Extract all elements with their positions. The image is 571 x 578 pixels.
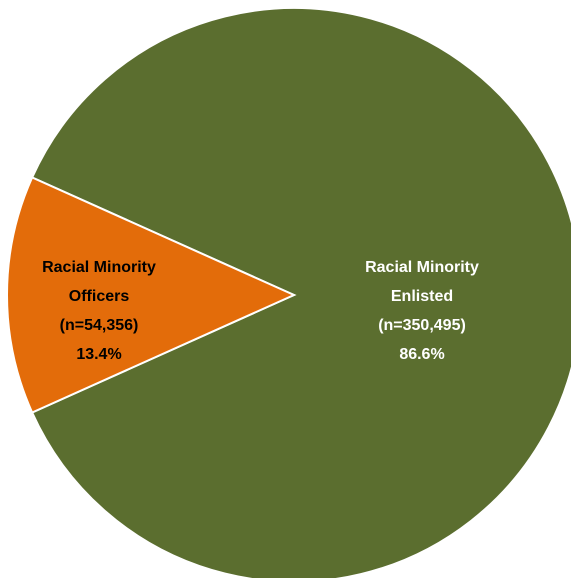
slice-label-enlisted: Racial Minority Enlisted (n=350,495) 86.6%: [365, 259, 479, 363]
slice-label-line: 86.6%: [399, 346, 444, 363]
slice-label-line: Officers: [69, 288, 130, 305]
slice-label-line: Racial Minority: [42, 259, 156, 276]
pie-slice-enlisted: [30, 7, 571, 578]
slice-label-line: (n=350,495): [378, 317, 466, 334]
slice-label-line: 13.4%: [76, 346, 121, 363]
slice-label-line: Racial Minority: [365, 259, 479, 276]
pie-slice-officers: [5, 176, 297, 414]
slice-label-line: (n=54,356): [60, 317, 139, 334]
pie-slices: [5, 7, 571, 578]
slice-label-line: Enlisted: [391, 288, 453, 305]
slice-label-officers: Racial Minority Officers (n=54,356) 13.4%: [42, 259, 156, 363]
pie-labels: Racial Minority Enlisted (n=350,495) 86.6%R…: [42, 259, 479, 363]
